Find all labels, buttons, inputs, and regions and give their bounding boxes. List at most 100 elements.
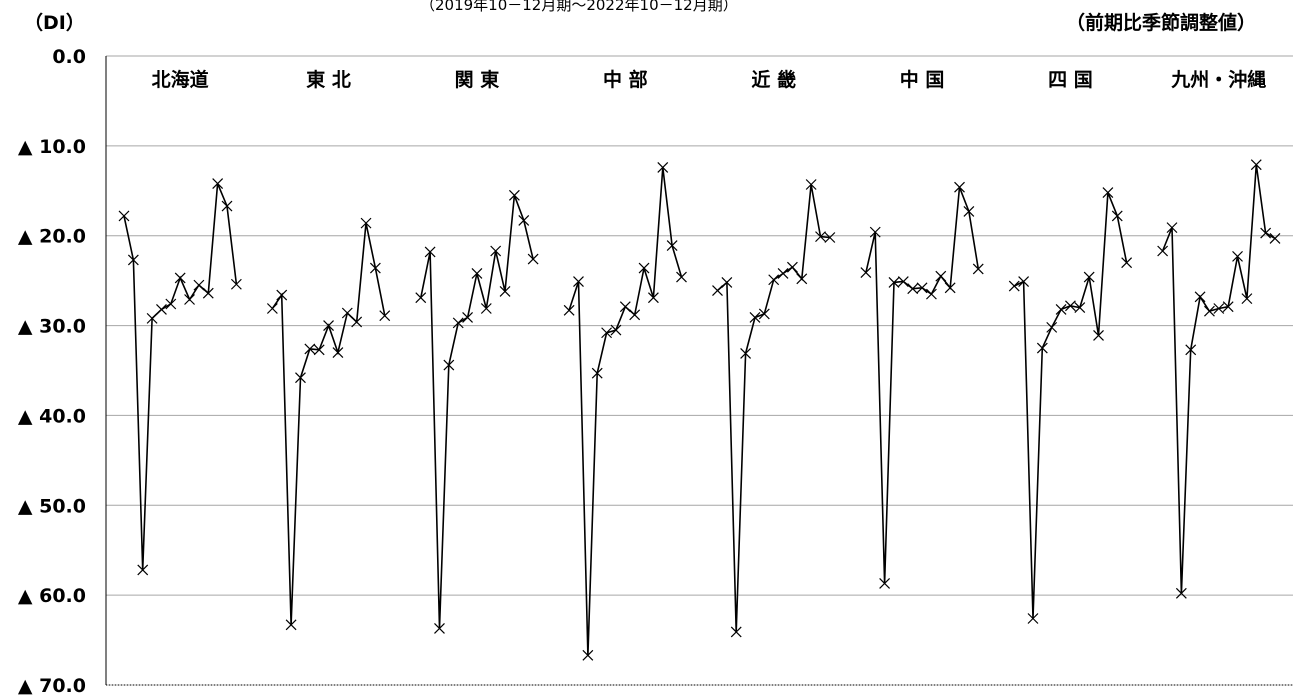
data-point-marker xyxy=(1157,245,1169,257)
data-point-marker xyxy=(1241,293,1253,305)
data-point-marker xyxy=(1102,187,1114,199)
data-point-marker xyxy=(676,271,687,283)
data-point-marker xyxy=(916,282,928,294)
data-point-marker xyxy=(490,245,502,257)
data-point-marker xyxy=(462,312,473,323)
data-point-marker xyxy=(379,310,391,322)
region-label: 中 国 xyxy=(900,68,945,91)
data-point-marker xyxy=(897,276,909,287)
data-point-marker xyxy=(480,303,492,314)
data-point-marker xyxy=(165,298,177,310)
data-point-marker xyxy=(276,289,288,301)
data-point-marker xyxy=(629,309,641,321)
data-point-marker xyxy=(156,303,167,315)
data-point-marker xyxy=(1121,257,1133,269)
data-point-marker xyxy=(137,564,149,576)
data-point-marker xyxy=(1093,330,1104,341)
data-point-marker xyxy=(805,179,817,190)
data-point-marker xyxy=(304,343,316,355)
chart-period-label: （2019年10－12月期～2022年10－12月期） xyxy=(420,0,738,14)
data-point-marker xyxy=(815,231,826,243)
data-point-marker xyxy=(619,301,631,313)
data-point-marker xyxy=(573,276,584,287)
data-point-marker xyxy=(1269,232,1281,244)
data-point-marker xyxy=(351,316,363,328)
data-point-marker xyxy=(944,282,956,294)
data-point-marker xyxy=(424,246,436,258)
data-point-marker xyxy=(118,210,130,222)
data-point-marker xyxy=(638,262,650,274)
data-point-marker xyxy=(508,189,520,201)
data-point-marker xyxy=(777,268,789,279)
data-point-marker xyxy=(341,307,353,319)
data-point-marker xyxy=(1250,159,1262,171)
adjustment-label: （前期比季節調整値） xyxy=(1066,12,1257,34)
data-point-marker xyxy=(860,267,872,278)
data-point-marker xyxy=(926,288,937,300)
data-point-marker xyxy=(443,359,455,371)
data-point-marker xyxy=(285,619,297,631)
data-point-marker xyxy=(146,312,158,324)
region-labels: 北海道 東 北 関 東 中 部 近 畿 中 国 四 国 九州・沖縄 xyxy=(152,68,1267,91)
series-line xyxy=(716,184,830,633)
data-point-marker xyxy=(221,200,233,212)
data-point-marker xyxy=(758,308,770,320)
data-point-marker xyxy=(202,287,214,299)
data-point-marker xyxy=(452,317,464,329)
data-point-marker xyxy=(518,215,530,226)
data-point-marker xyxy=(647,292,659,304)
region-label: 東 北 xyxy=(306,68,351,91)
data-point-marker xyxy=(721,277,733,288)
data-point-marker xyxy=(1083,271,1095,283)
data-point-marker xyxy=(740,348,752,359)
data-point-marker xyxy=(610,324,622,336)
y-tick-label: 0.0 xyxy=(52,46,86,68)
data-point-marker xyxy=(127,254,139,266)
data-point-marker xyxy=(907,283,919,295)
data-point-marker xyxy=(1166,222,1178,234)
data-point-marker xyxy=(963,206,975,217)
y-tick-label: ▲ 70.0 xyxy=(18,675,86,695)
data-point-marker xyxy=(1213,303,1225,314)
series-line xyxy=(271,222,386,625)
series-line xyxy=(420,195,534,629)
data-point-marker xyxy=(360,217,372,229)
data-point-marker xyxy=(1027,613,1039,624)
data-point-marker xyxy=(1074,302,1086,314)
y-tick-label: ▲ 50.0 xyxy=(18,495,86,517)
data-point-marker xyxy=(1055,303,1067,315)
y-tick-label: ▲ 10.0 xyxy=(18,136,86,158)
series-line xyxy=(568,167,683,656)
data-point-marker xyxy=(1194,291,1206,303)
data-point-marker xyxy=(888,277,900,288)
series-line xyxy=(1161,164,1276,594)
data-point-marker xyxy=(786,261,798,273)
data-point-marker xyxy=(1036,342,1048,354)
data-point-marker xyxy=(972,263,984,275)
data-point-marker xyxy=(1204,305,1215,317)
data-point-marker xyxy=(796,273,808,285)
data-point-marker xyxy=(935,270,947,282)
data-point-marker xyxy=(824,232,836,243)
data-point-marker xyxy=(313,344,325,356)
data-point-marker xyxy=(869,226,881,238)
data-point-marker xyxy=(174,272,186,284)
data-point-marker xyxy=(471,268,483,279)
data-point-marker xyxy=(1065,300,1076,312)
region-label: 近 畿 xyxy=(751,68,796,91)
data-point-marker xyxy=(295,372,306,384)
grid-layer xyxy=(105,55,1293,686)
data-point-marker xyxy=(1232,250,1243,262)
data-point-marker xyxy=(499,286,511,297)
data-point-marker xyxy=(369,262,381,274)
data-point-marker xyxy=(749,312,761,323)
data-point-marker xyxy=(601,327,613,339)
data-point-marker xyxy=(1185,344,1197,356)
data-point-marker xyxy=(230,278,242,290)
data-point-marker xyxy=(1175,587,1187,599)
data-point-marker xyxy=(591,367,603,379)
data-point-marker xyxy=(1046,321,1058,333)
data-point-marker xyxy=(266,303,278,314)
data-point-marker xyxy=(1111,210,1123,222)
data-point-marker xyxy=(563,304,575,316)
